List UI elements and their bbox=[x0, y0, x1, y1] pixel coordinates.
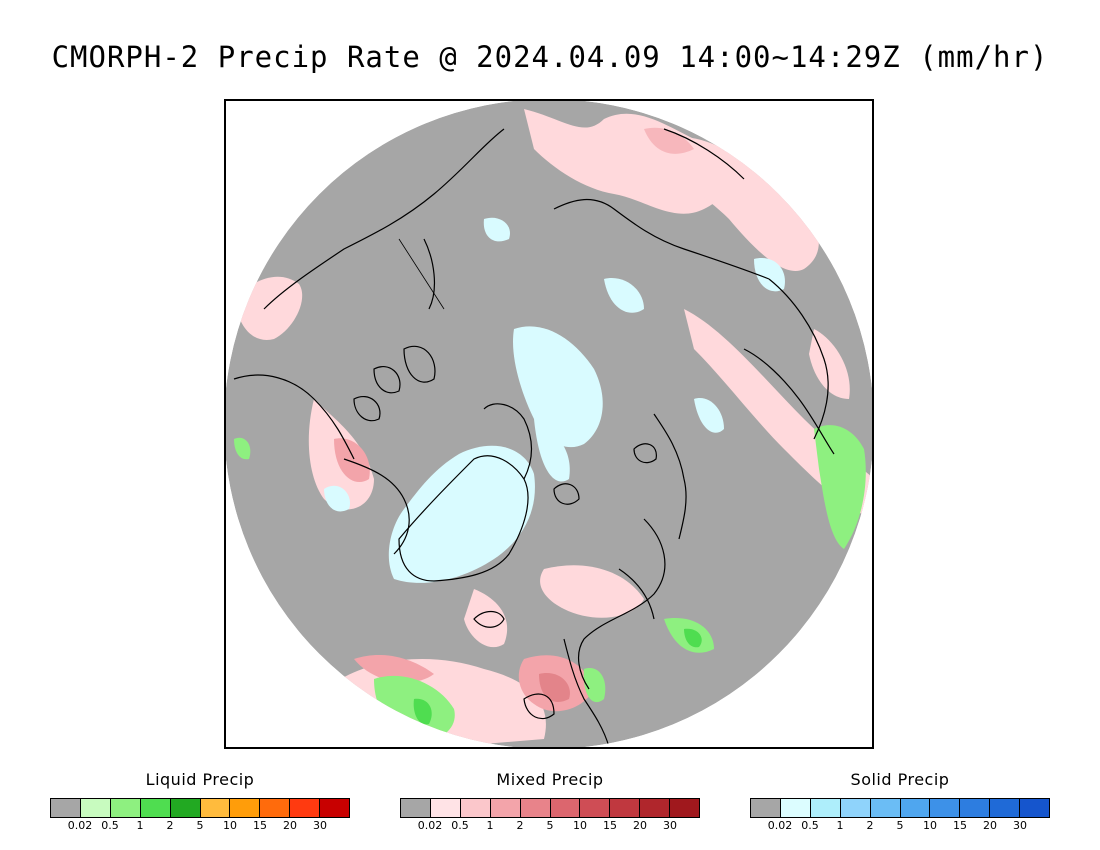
legend-tick: 15 bbox=[953, 819, 967, 832]
legend-tick: 10 bbox=[223, 819, 237, 832]
legend-swatch bbox=[260, 799, 291, 817]
legend-swatch bbox=[1020, 799, 1050, 817]
legend-tick: 1 bbox=[836, 819, 844, 832]
legend-tick: 2 bbox=[516, 819, 524, 832]
legend-mixed: Mixed Precip 0.02 0.5 1 2 5 10 15 20 30 bbox=[400, 770, 700, 832]
legend-tick: 0.5 bbox=[451, 819, 469, 832]
solid-precip-layer bbox=[324, 217, 785, 583]
liquid-precip-layer bbox=[234, 425, 866, 740]
legend-tick: 2 bbox=[866, 819, 874, 832]
mixed-heavy-layer bbox=[334, 127, 694, 712]
legend-tick: 15 bbox=[603, 819, 617, 832]
legend-swatch bbox=[80, 799, 111, 817]
legend-tick: 0.02 bbox=[417, 819, 443, 832]
legend-swatch bbox=[930, 799, 961, 817]
legend-solid: Solid Precip 0.02 0.5 1 2 5 10 15 20 30 bbox=[750, 770, 1050, 832]
legend-swatch bbox=[780, 799, 811, 817]
legend-tick: 5 bbox=[896, 819, 904, 832]
legend-swatch bbox=[840, 799, 871, 817]
legend-tick: 10 bbox=[573, 819, 587, 832]
legend-title-liquid: Liquid Precip bbox=[145, 770, 255, 789]
coastlines bbox=[233, 128, 835, 747]
legend-swatch bbox=[900, 799, 931, 817]
legend-tick: 10 bbox=[923, 819, 937, 832]
legend-tick: 0.5 bbox=[801, 819, 819, 832]
legend-tick: 30 bbox=[313, 819, 327, 832]
legend-tick: 5 bbox=[196, 819, 204, 832]
legend-swatch bbox=[320, 799, 350, 817]
legend-tick: 1 bbox=[136, 819, 144, 832]
legend-swatch bbox=[810, 799, 841, 817]
legend-swatch bbox=[640, 799, 671, 817]
legend-swatch bbox=[990, 799, 1021, 817]
legend-swatch bbox=[110, 799, 141, 817]
legend-swatch bbox=[520, 799, 551, 817]
legend-ticks-mixed: 0.02 0.5 1 2 5 10 15 20 30 bbox=[400, 818, 700, 832]
polar-map bbox=[226, 101, 872, 747]
legend-swatch bbox=[140, 799, 171, 817]
legend-swatch bbox=[51, 799, 81, 817]
legend-swatch bbox=[580, 799, 611, 817]
legend-swatch bbox=[200, 799, 231, 817]
legend-title-solid: Solid Precip bbox=[850, 770, 950, 789]
legend-swatch bbox=[230, 799, 261, 817]
legend-ticks-liquid: 0.02 0.5 1 2 5 10 15 20 30 bbox=[50, 818, 350, 832]
legend-title-mixed: Mixed Precip bbox=[496, 770, 604, 789]
legend-liquid: Liquid Precip 0.02 0.5 1 2 5 10 15 20 30 bbox=[50, 770, 350, 832]
legend-swatch bbox=[490, 799, 521, 817]
legend-tick: 1 bbox=[486, 819, 494, 832]
legend-swatch bbox=[870, 799, 901, 817]
legend-tick: 15 bbox=[253, 819, 267, 832]
legend-swatch bbox=[751, 799, 781, 817]
map-panel bbox=[224, 99, 874, 749]
legend-tick: 30 bbox=[1013, 819, 1027, 832]
legend-bar-liquid bbox=[50, 798, 350, 818]
legend-ticks-solid: 0.02 0.5 1 2 5 10 15 20 30 bbox=[750, 818, 1050, 832]
legend-swatch bbox=[550, 799, 581, 817]
border-line bbox=[398, 238, 445, 310]
legend-tick: 30 bbox=[663, 819, 677, 832]
legend-swatch bbox=[430, 799, 461, 817]
legend-swatch bbox=[460, 799, 491, 817]
legend-bar-mixed bbox=[400, 798, 700, 818]
legend-tick: 5 bbox=[546, 819, 554, 832]
legend-swatch bbox=[290, 799, 321, 817]
legend-tick: 20 bbox=[983, 819, 997, 832]
legend-swatch bbox=[960, 799, 991, 817]
legend-swatch bbox=[401, 799, 431, 817]
legend-swatch bbox=[610, 799, 641, 817]
legend-swatch bbox=[170, 799, 201, 817]
legend-tick: 0.5 bbox=[101, 819, 119, 832]
legend-tick: 20 bbox=[633, 819, 647, 832]
map-disc bbox=[226, 101, 872, 747]
legend-tick: 0.02 bbox=[67, 819, 93, 832]
legend-swatch bbox=[670, 799, 700, 817]
legend-tick: 0.02 bbox=[767, 819, 793, 832]
legend-tick: 20 bbox=[283, 819, 297, 832]
legend-bar-solid bbox=[750, 798, 1050, 818]
legend-tick: 2 bbox=[166, 819, 174, 832]
map-title: CMORPH-2 Precip Rate @ 2024.04.09 14:00~… bbox=[51, 40, 1049, 74]
